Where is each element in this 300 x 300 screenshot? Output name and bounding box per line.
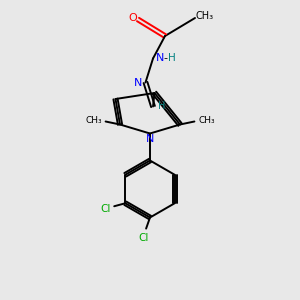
Text: Cl: Cl [138,232,148,243]
Text: H: H [158,101,165,111]
Text: N: N [146,134,154,144]
Text: CH₃: CH₃ [85,116,102,125]
Text: N: N [134,77,142,88]
Text: Cl: Cl [100,204,110,214]
Text: N: N [155,53,164,64]
Text: H: H [168,53,176,63]
Text: CH₃: CH₃ [196,11,214,22]
Text: O: O [128,13,137,23]
Text: -: - [164,53,168,64]
Text: CH₃: CH₃ [198,116,215,125]
